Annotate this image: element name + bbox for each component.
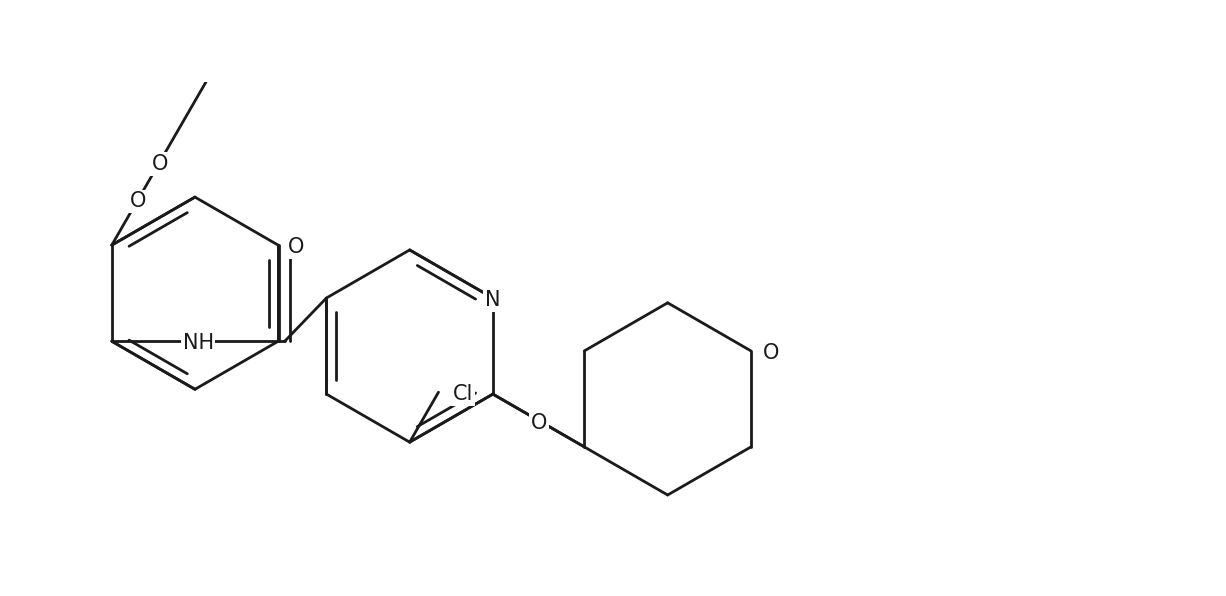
Text: Cl: Cl (452, 384, 473, 404)
Text: N: N (485, 290, 500, 310)
Text: O: O (763, 343, 779, 363)
Text: O: O (531, 412, 547, 433)
Text: O: O (130, 191, 146, 212)
Text: NH: NH (183, 333, 213, 353)
Text: O: O (152, 154, 168, 174)
Text: O: O (288, 237, 304, 257)
Text: O: O (130, 191, 146, 212)
